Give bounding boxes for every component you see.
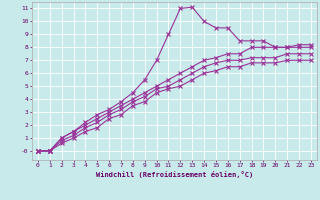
- X-axis label: Windchill (Refroidissement éolien,°C): Windchill (Refroidissement éolien,°C): [96, 171, 253, 178]
